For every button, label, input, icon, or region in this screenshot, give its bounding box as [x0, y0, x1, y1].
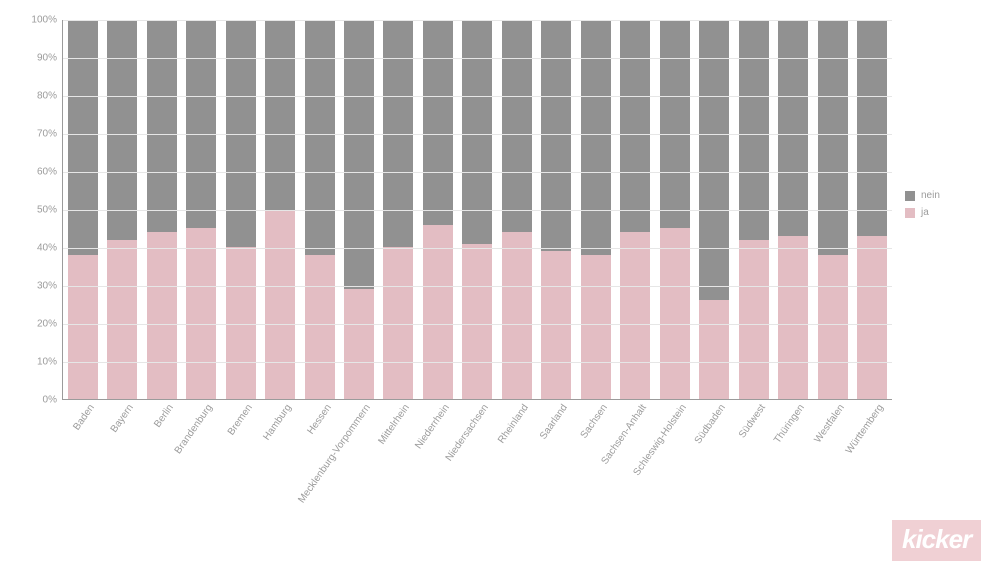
bar-segment-nein: [778, 20, 808, 236]
bar-segment-ja: [739, 240, 769, 399]
x-tick-label: Berlin: [152, 402, 176, 429]
bar-segment-nein: [107, 20, 137, 240]
legend-swatch: [905, 191, 915, 201]
gridline: [63, 286, 892, 287]
bar-segment-ja: [68, 255, 98, 399]
bar-segment-ja: [305, 255, 335, 399]
plot-area: BadenBayernBerlinBrandenburgBremenHambur…: [62, 20, 892, 400]
x-tick-label: Sachsen: [578, 402, 609, 440]
bar-segment-ja: [620, 232, 650, 399]
x-tick-label: Saarland: [538, 402, 570, 441]
x-tick-label: Westfalen: [812, 402, 846, 445]
bar-segment-ja: [147, 232, 177, 399]
bar-segment-nein: [739, 20, 769, 240]
y-tick-label: 50%: [37, 205, 63, 216]
bar-segment-ja: [186, 228, 216, 399]
x-tick-label: Thüringen: [772, 402, 807, 445]
bar-segment-nein: [541, 20, 571, 251]
bar-segment-nein: [818, 20, 848, 255]
bar-segment-nein: [699, 20, 729, 300]
bar-segment-ja: [541, 251, 571, 399]
gridline: [63, 248, 892, 249]
y-tick-label: 70%: [37, 129, 63, 140]
y-tick-label: 80%: [37, 91, 63, 102]
x-tick-label: Südwest: [737, 402, 768, 440]
legend: nein ja: [905, 190, 940, 224]
bar-segment-nein: [265, 20, 295, 210]
gridline: [63, 20, 892, 21]
x-tick-label: Hamburg: [261, 402, 294, 442]
x-tick-label: Niedersachsen: [444, 402, 491, 463]
x-tick-label: Niederrhein: [413, 402, 452, 451]
bar-segment-nein: [581, 20, 611, 255]
gridline: [63, 172, 892, 173]
gridline: [63, 96, 892, 97]
gridline: [63, 324, 892, 325]
bar-segment-ja: [344, 289, 374, 399]
brand-logo: kicker: [892, 520, 981, 561]
bar-segment-ja: [857, 236, 887, 399]
bar-segment-ja: [462, 244, 492, 399]
y-tick-label: 60%: [37, 167, 63, 178]
x-tick-label: Mecklenburg-Vorpommern: [296, 402, 373, 505]
x-tick-label: Bayern: [109, 402, 136, 434]
bar-segment-ja: [107, 240, 137, 399]
bar-segment-nein: [502, 20, 532, 232]
y-tick-label: 30%: [37, 281, 63, 292]
bar-segment-nein: [857, 20, 887, 236]
x-tick-label: Hessen: [305, 402, 333, 436]
bar-segment-ja: [699, 300, 729, 399]
y-tick-label: 90%: [37, 53, 63, 64]
x-tick-label: Rheinland: [496, 402, 531, 445]
bar-segment-nein: [186, 20, 216, 228]
gridline: [63, 134, 892, 135]
chart: Baden Bayern BerlinBrandenburg BremenHambur…: [0, 0, 1000, 563]
x-tick-label: Baden: [71, 402, 97, 432]
gridline: [63, 58, 892, 59]
gridline: [63, 362, 892, 363]
bar-segment-nein: [660, 20, 690, 228]
bar-segment-nein: [423, 20, 453, 225]
y-tick-label: 100%: [31, 15, 63, 26]
bar-segment-nein: [147, 20, 177, 232]
bar-segment-ja: [581, 255, 611, 399]
bar-segment-ja: [818, 255, 848, 399]
x-tick-label: Württemberg: [844, 402, 886, 456]
bar-segment-ja: [265, 210, 295, 400]
x-tick-label: Südbaden: [693, 402, 728, 446]
legend-label: ja: [921, 207, 929, 218]
bar-segment-ja: [660, 228, 690, 399]
bar-segment-nein: [305, 20, 335, 255]
x-tick-label: Brandenburg: [173, 402, 215, 456]
y-tick-label: 40%: [37, 243, 63, 254]
bar-segment-ja: [423, 225, 453, 399]
bar-segment-nein: [68, 20, 98, 255]
legend-item: ja: [905, 207, 940, 218]
y-tick-label: 0%: [43, 395, 63, 406]
x-tick-label: Bremen: [225, 402, 254, 437]
bar-segment-ja: [502, 232, 532, 399]
legend-swatch: [905, 208, 915, 218]
legend-label: nein: [921, 190, 940, 201]
bar-segment-ja: [778, 236, 808, 399]
bar-segment-nein: [620, 20, 650, 232]
x-tick-label: Mittelrhein: [377, 402, 412, 446]
legend-item: nein: [905, 190, 940, 201]
y-tick-label: 10%: [37, 357, 63, 368]
y-tick-label: 20%: [37, 319, 63, 330]
gridline: [63, 210, 892, 211]
